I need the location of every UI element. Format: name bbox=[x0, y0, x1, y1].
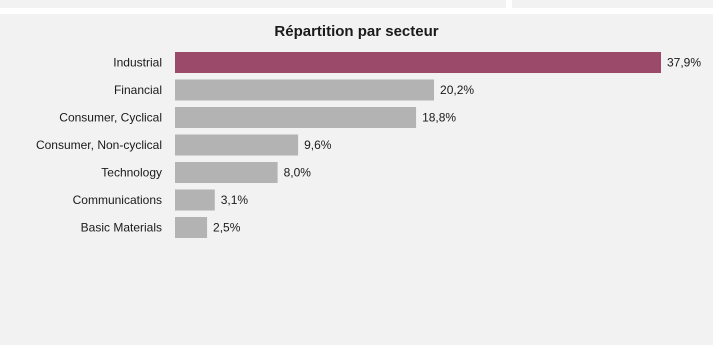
category-label: Communications bbox=[73, 193, 162, 207]
top-panel-left bbox=[0, 0, 506, 8]
value-label: 3,1% bbox=[221, 193, 249, 207]
bar-industrial bbox=[175, 52, 661, 73]
value-label: 9,6% bbox=[304, 138, 332, 152]
top-panel-right bbox=[512, 0, 713, 8]
category-label: Financial bbox=[114, 83, 162, 97]
bar-technology bbox=[175, 162, 278, 183]
sector-bar-chart: Industrial 37,9% Financial 20,2% Consumer, C… bbox=[36, 52, 701, 238]
value-label: 20,2% bbox=[440, 83, 474, 97]
category-label: Consumer, Cyclical bbox=[59, 111, 162, 125]
bar-communications bbox=[175, 189, 215, 211]
bar-consumer-non-cyclical bbox=[175, 134, 299, 156]
value-label: 8,0% bbox=[284, 166, 312, 180]
value-label: 2,5% bbox=[213, 221, 241, 235]
category-label: Technology bbox=[101, 166, 162, 180]
bar-basic-materials bbox=[175, 217, 208, 238]
sector-chart-panel: Répartition par secteur Industrial 37,9% F… bbox=[0, 14, 713, 345]
bar-consumer-cyclical bbox=[175, 107, 417, 128]
value-label: 18,8% bbox=[422, 111, 456, 125]
bar-financial bbox=[175, 79, 435, 101]
value-label: 37,9% bbox=[667, 56, 701, 70]
category-label: Consumer, Non-cyclical bbox=[36, 138, 162, 152]
category-label: Industrial bbox=[113, 56, 162, 70]
chart-title: Répartition par secteur bbox=[274, 23, 439, 40]
category-label: Basic Materials bbox=[81, 221, 162, 235]
